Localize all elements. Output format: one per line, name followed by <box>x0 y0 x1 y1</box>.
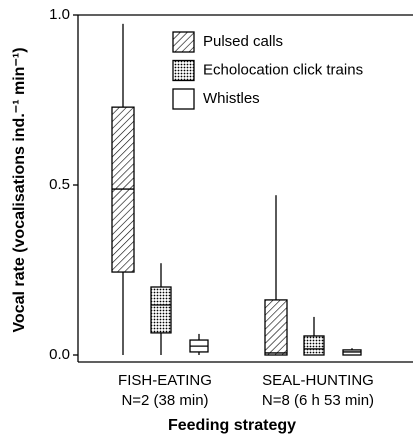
legend-swatch <box>172 59 195 82</box>
x-tick-sublabel: N=2 (38 min) <box>121 392 208 409</box>
x-tick-sublabel: N=8 (6 h 53 min) <box>262 392 374 409</box>
x-tick-label: SEAL-HUNTING <box>262 372 374 389</box>
box <box>264 299 288 356</box>
x-tick-label: FISH-EATING <box>118 372 212 389</box>
legend-label: Pulsed calls <box>203 33 283 50</box>
legend-label: Echolocation click trains <box>203 61 363 78</box>
y-tick-label: 0.5 <box>49 176 70 193</box>
box <box>150 286 172 334</box>
legend-swatch <box>172 31 195 53</box>
legend-swatch <box>172 88 195 110</box>
y-tick-label: 1.0 <box>49 6 70 23</box>
y-tick-label: 0.0 <box>49 346 70 363</box>
x-axis-label: Feeding strategy <box>168 417 296 434</box>
box <box>303 335 325 356</box>
y-axis-label: Vocal rate (vocalisations ind.⁻¹ min⁻¹) <box>11 47 28 332</box>
legend-label: Whistles <box>203 90 260 107</box>
